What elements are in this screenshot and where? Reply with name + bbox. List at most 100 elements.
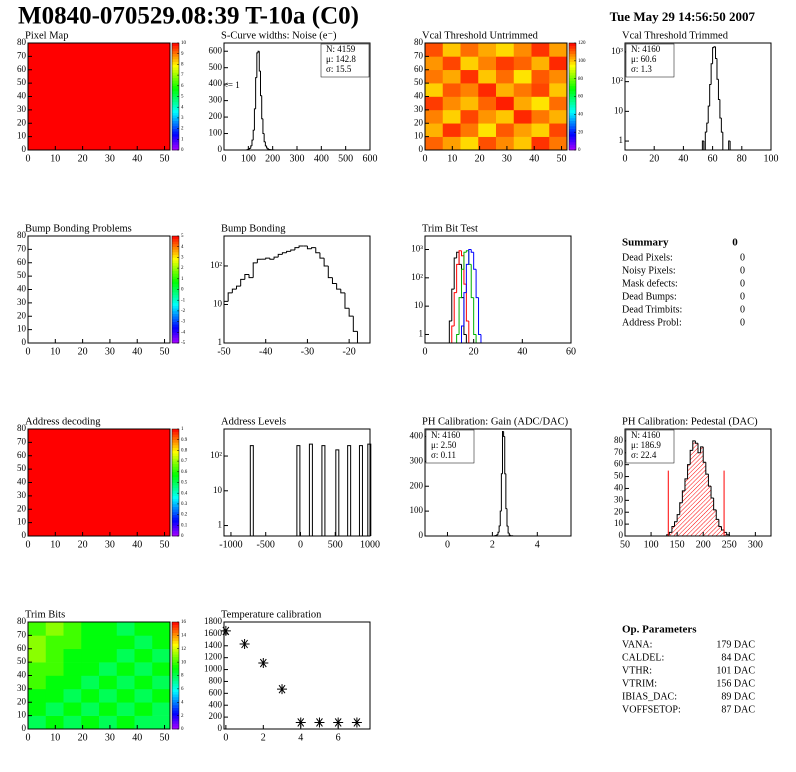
hist-bin	[461, 268, 464, 298]
y-tick-label: 400	[410, 431, 424, 441]
hist-bin	[251, 139, 254, 146]
heat-cell	[442, 123, 461, 137]
hist-bin	[717, 79, 720, 101]
heat-cell	[513, 109, 532, 124]
colorbar-step	[569, 125, 576, 129]
colorbar-step	[172, 696, 179, 700]
colorbar-step	[172, 262, 179, 266]
hist-bin	[458, 250, 462, 265]
heat-cell	[134, 635, 153, 650]
colorbar-step	[569, 83, 576, 87]
x-tick-label: 250	[722, 539, 737, 550]
colorbar-step	[172, 297, 179, 301]
colorbar-step	[172, 707, 179, 711]
hist-bin	[498, 525, 501, 533]
colorbar-step	[569, 144, 576, 148]
hist-bin	[720, 117, 723, 133]
y-tick-label: 300	[209, 95, 223, 105]
spike	[296, 445, 301, 536]
star-marker	[239, 638, 250, 649]
x-tick-label: 20	[469, 346, 479, 357]
colorbar-step	[172, 318, 179, 322]
spike	[308, 443, 313, 536]
hist-bin	[503, 431, 505, 437]
colorbar-step	[569, 93, 576, 97]
x-tick-label: 4	[535, 539, 540, 550]
colorbar-tick-label: 2	[181, 714, 184, 719]
y-tick-label: 60	[17, 643, 27, 653]
heat-cell	[152, 675, 171, 690]
hist-bin	[261, 95, 263, 120]
x-tick-label: 40	[132, 346, 142, 357]
colorbar-step	[569, 141, 576, 145]
y-tick-label: 60	[614, 459, 624, 469]
stats-entry: μ: 60.6	[631, 54, 657, 64]
y-tick-label: 30	[17, 683, 27, 693]
heat-cell	[478, 43, 497, 57]
colorbar-tick-label: -4	[181, 330, 186, 335]
heat-cell	[549, 136, 568, 151]
heat-cell	[134, 648, 153, 663]
colorbar-step	[172, 332, 179, 336]
colorbar-step	[172, 688, 179, 692]
chart-title: Trim Bits	[25, 609, 65, 620]
colorbar-tick-label: 6	[181, 687, 184, 692]
heat-cell	[513, 96, 532, 111]
colorbar-step	[172, 300, 179, 304]
summary-value: 0	[740, 252, 745, 263]
colorbar-step	[172, 627, 179, 631]
hist-bin	[227, 292, 233, 302]
heat-cell	[28, 43, 171, 151]
heat-cell	[478, 69, 497, 84]
heat-cell	[152, 648, 171, 663]
y-tick-label: 40	[17, 284, 27, 294]
heat-cell	[442, 69, 461, 84]
x-tick-label: 50	[160, 539, 170, 550]
heat-cell	[63, 675, 82, 690]
heat-cell	[63, 635, 82, 650]
hist-bin	[716, 58, 719, 80]
y-tick-label: 10	[17, 324, 27, 334]
hist-bin	[465, 250, 469, 253]
heat-cell	[425, 43, 444, 57]
heat-cell	[45, 662, 64, 676]
chart-title: Trim Bit Test	[422, 223, 478, 234]
heat-cell	[134, 662, 153, 676]
colorbar-tick-label: 0.3	[181, 502, 188, 507]
colorbar-step	[569, 56, 576, 60]
heat-cell	[460, 123, 479, 137]
colorbar-step	[172, 694, 179, 698]
hist-bin	[264, 141, 267, 147]
colorbar-tick-label: 0	[578, 148, 581, 153]
colorbar-step	[172, 487, 179, 491]
colorbar-tick-label: 6	[181, 84, 184, 89]
colorbar-tick-label: -5	[181, 341, 186, 346]
colorbar-step	[172, 56, 179, 60]
colorbar-step	[172, 447, 179, 451]
heat-cell	[531, 96, 550, 111]
heat-cell	[496, 69, 515, 84]
colorbar-step	[569, 133, 576, 137]
y-tick-label: 10²	[411, 272, 423, 282]
colorbar-tick-label: 4	[181, 700, 184, 705]
heat-cell	[152, 715, 171, 730]
hist-bin	[689, 449, 693, 465]
colorbar-step	[172, 445, 179, 449]
colorbar-tick-label: 0	[181, 148, 184, 153]
colorbar-step	[172, 519, 179, 523]
hist-bin	[729, 141, 732, 151]
y-tick-label: 20	[614, 506, 624, 516]
heat-cell	[81, 635, 100, 650]
hist-bin	[676, 514, 680, 522]
page-title: M0840-070529.08:39 T-10a (C0)	[18, 3, 359, 30]
colorbar-tick-label: 16	[181, 620, 187, 625]
hist-bin	[327, 265, 333, 279]
x-tick-label: 1000	[360, 539, 380, 550]
star-marker	[314, 717, 325, 728]
hist-bin	[249, 147, 251, 150]
colorbar-step	[172, 715, 179, 719]
colorbar-step	[172, 59, 179, 63]
colorbar-step	[172, 139, 179, 143]
colorbar-step	[569, 115, 576, 119]
